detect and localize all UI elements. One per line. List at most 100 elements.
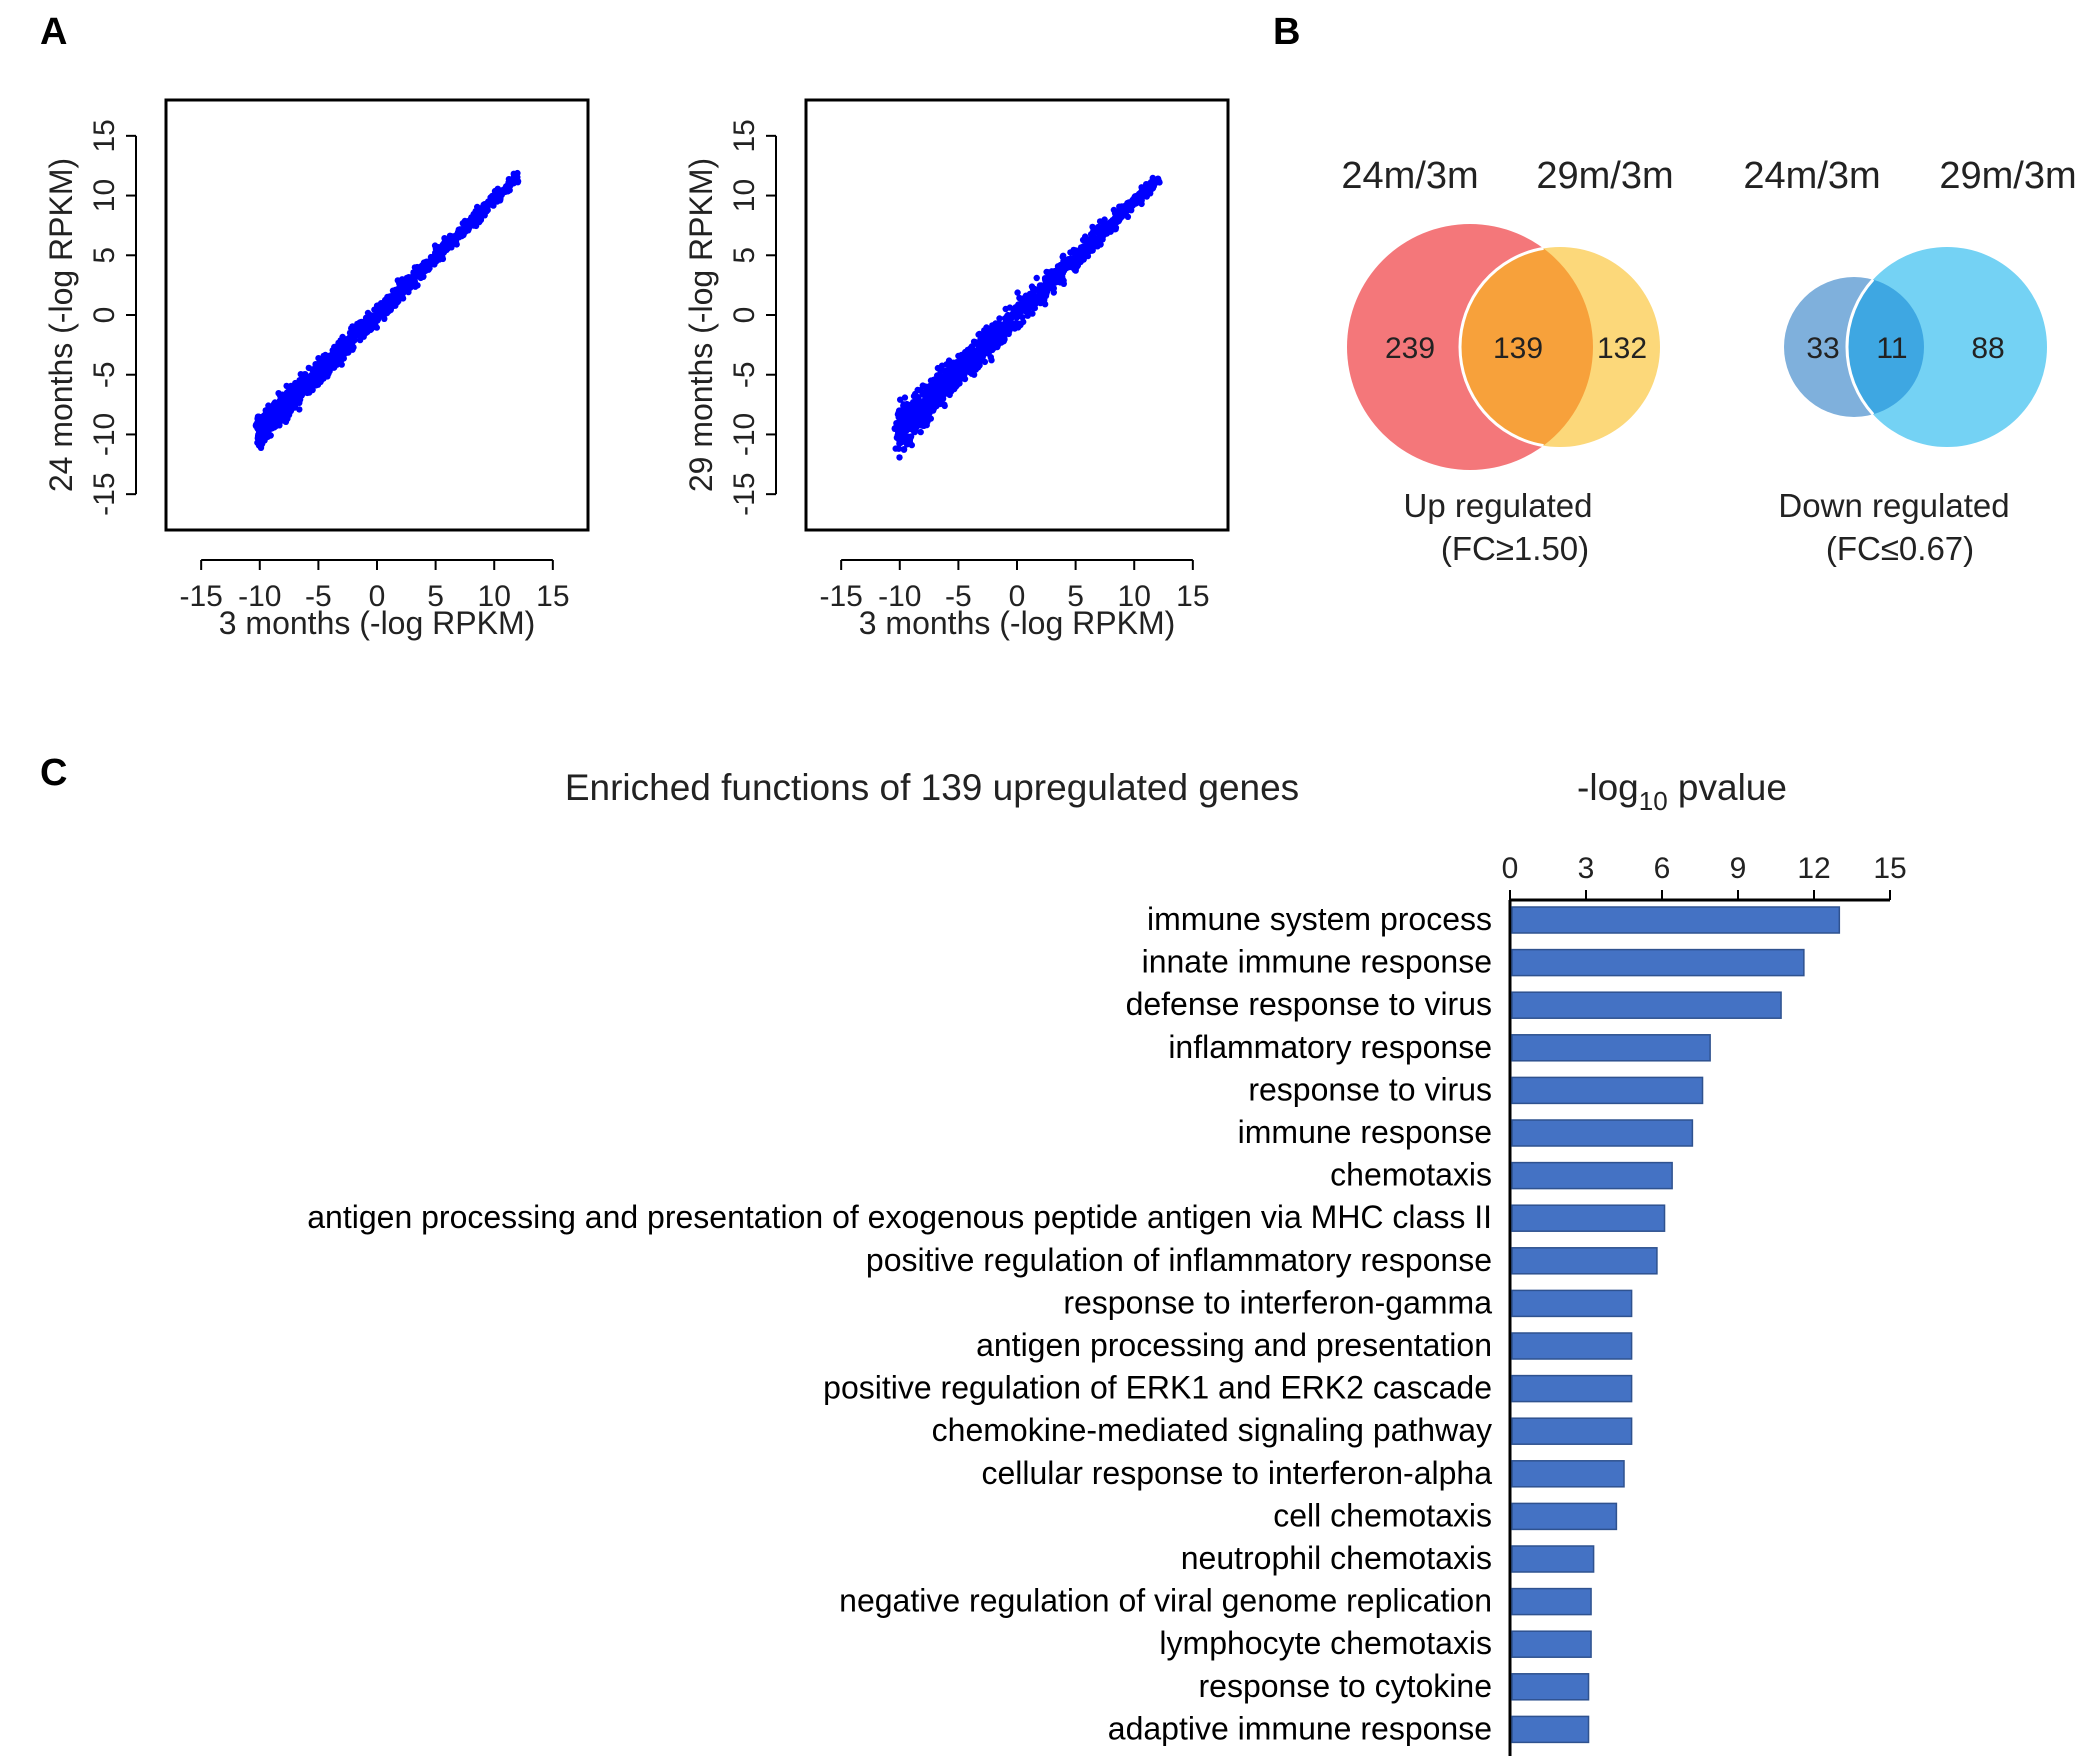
scatter-point — [1037, 299, 1044, 307]
y-tick-label: -10 — [728, 413, 761, 456]
scatter-point — [1043, 289, 1050, 296]
category-label: negative regulation of viral genome repl… — [839, 1583, 1492, 1619]
x-tick-label: 12 — [1797, 852, 1830, 885]
bars — [1511, 906, 1841, 1744]
scatter-point — [422, 264, 429, 272]
scatter-point — [891, 425, 898, 432]
scatter-point — [897, 396, 904, 403]
scatter-point — [489, 199, 496, 206]
scatter-point — [258, 421, 266, 429]
y-axis: -15 -10 -5 0 5 10 15 — [88, 119, 137, 516]
bar — [1511, 1119, 1694, 1147]
x-axis-title-suffix: pvalue — [1668, 767, 1787, 808]
scatter-point — [299, 375, 307, 382]
scatter-point — [510, 171, 518, 178]
category-label: antigen processing and presentation of e… — [307, 1199, 1492, 1235]
bar — [1511, 1630, 1592, 1658]
y-tick-label: 0 — [728, 307, 761, 324]
y-axis: -15 -10 -5 0 5 10 15 — [728, 119, 777, 516]
x-axis-title-prefix: -log — [1577, 767, 1639, 808]
scatter-point — [967, 347, 974, 355]
scatter-point — [1024, 312, 1031, 319]
scatter-point — [305, 364, 312, 372]
x-axis: -15 -10 -5 0 5 10 15 — [179, 559, 570, 613]
x-axis-label: 3 months (-log RPKM) — [859, 605, 1176, 641]
x-tick-label: 0 — [1502, 852, 1519, 885]
scatter-point — [1082, 233, 1089, 240]
scatter-point — [896, 454, 903, 461]
scatter-point — [291, 402, 298, 409]
scatter-point — [1079, 244, 1087, 251]
category-label: lymphocyte chemotaxis — [1159, 1625, 1492, 1661]
scatter-point — [1017, 321, 1024, 329]
scatter-point — [280, 414, 287, 421]
scatter-point — [937, 400, 944, 408]
bar — [1511, 991, 1782, 1019]
scatter-point — [268, 422, 275, 429]
scatter-point — [311, 372, 318, 379]
bar — [1511, 906, 1841, 934]
scatter-point — [423, 258, 431, 265]
scatter-point — [298, 384, 305, 391]
scatter-point — [385, 307, 393, 315]
scatter-point — [1120, 208, 1128, 215]
scatter-point — [941, 381, 949, 388]
scatter-point — [920, 422, 927, 429]
scatter-point — [956, 376, 963, 383]
x-tick-label: 10 — [1118, 580, 1151, 613]
venn-overlap-outline — [1845, 278, 1875, 416]
scatter-point — [394, 277, 401, 284]
scatter-point — [468, 216, 475, 223]
y-tick-label: -10 — [88, 413, 121, 456]
category-label: innate immune response — [1142, 944, 1492, 980]
y-tick-label: -15 — [88, 472, 121, 515]
scatter-point — [942, 369, 949, 376]
plot-frame — [804, 98, 1230, 532]
scatter-point — [1046, 273, 1053, 280]
category-label: adaptive immune response — [1108, 1710, 1492, 1746]
y-tick-label: 15 — [88, 119, 121, 152]
bar — [1511, 948, 1805, 977]
scatter-point — [925, 411, 932, 418]
scatter-point — [1001, 320, 1008, 327]
scatter-point — [263, 431, 270, 438]
x-tick-label: 5 — [1067, 580, 1084, 613]
plot-frame — [164, 98, 590, 532]
scatter-point — [289, 386, 296, 394]
scatter-point — [317, 362, 324, 369]
scatter-point — [414, 282, 421, 289]
bar — [1511, 1417, 1633, 1445]
scatter-point — [970, 366, 977, 374]
y-tick-label: -15 — [728, 472, 761, 515]
scatter-point — [411, 274, 419, 281]
category-label: immune system process — [1147, 901, 1492, 937]
scatter-point — [1064, 259, 1072, 266]
venn-overlap — [1459, 248, 1593, 446]
scatter-point — [911, 411, 918, 419]
bar — [1511, 1076, 1704, 1105]
scatter-point — [360, 323, 367, 330]
venn-set-right-label: 29m/3m — [1536, 155, 1673, 197]
scatter-point — [972, 339, 979, 346]
scatter-point — [318, 372, 326, 379]
x-tick-label: -15 — [819, 580, 862, 613]
y-axis-label: 29 months (-log RPKM) — [683, 158, 719, 492]
x-axis-title: -log10 pvalue — [1577, 767, 1787, 816]
scatter-point — [1072, 250, 1080, 257]
scatter-point — [934, 364, 942, 372]
scatter-point — [1050, 274, 1058, 282]
scatter-point — [934, 372, 941, 379]
scatter-point — [1151, 180, 1158, 187]
scatter-point — [414, 263, 421, 271]
y-tick-label: 10 — [728, 179, 761, 212]
venn-caption: Down regulated — [1778, 487, 2009, 524]
category-label: response to virus — [1248, 1071, 1492, 1107]
scatter-point — [1098, 234, 1105, 242]
venn-down-regulated: 24m/3m 29m/3m 33 11 88 Down regulated (F… — [1743, 155, 2076, 567]
scatter-point — [1143, 181, 1150, 188]
scatter-point — [958, 370, 965, 377]
scatter-point — [940, 374, 947, 381]
scatter-point — [439, 247, 446, 254]
scatter-point — [998, 329, 1006, 336]
scatter-point — [895, 445, 902, 452]
